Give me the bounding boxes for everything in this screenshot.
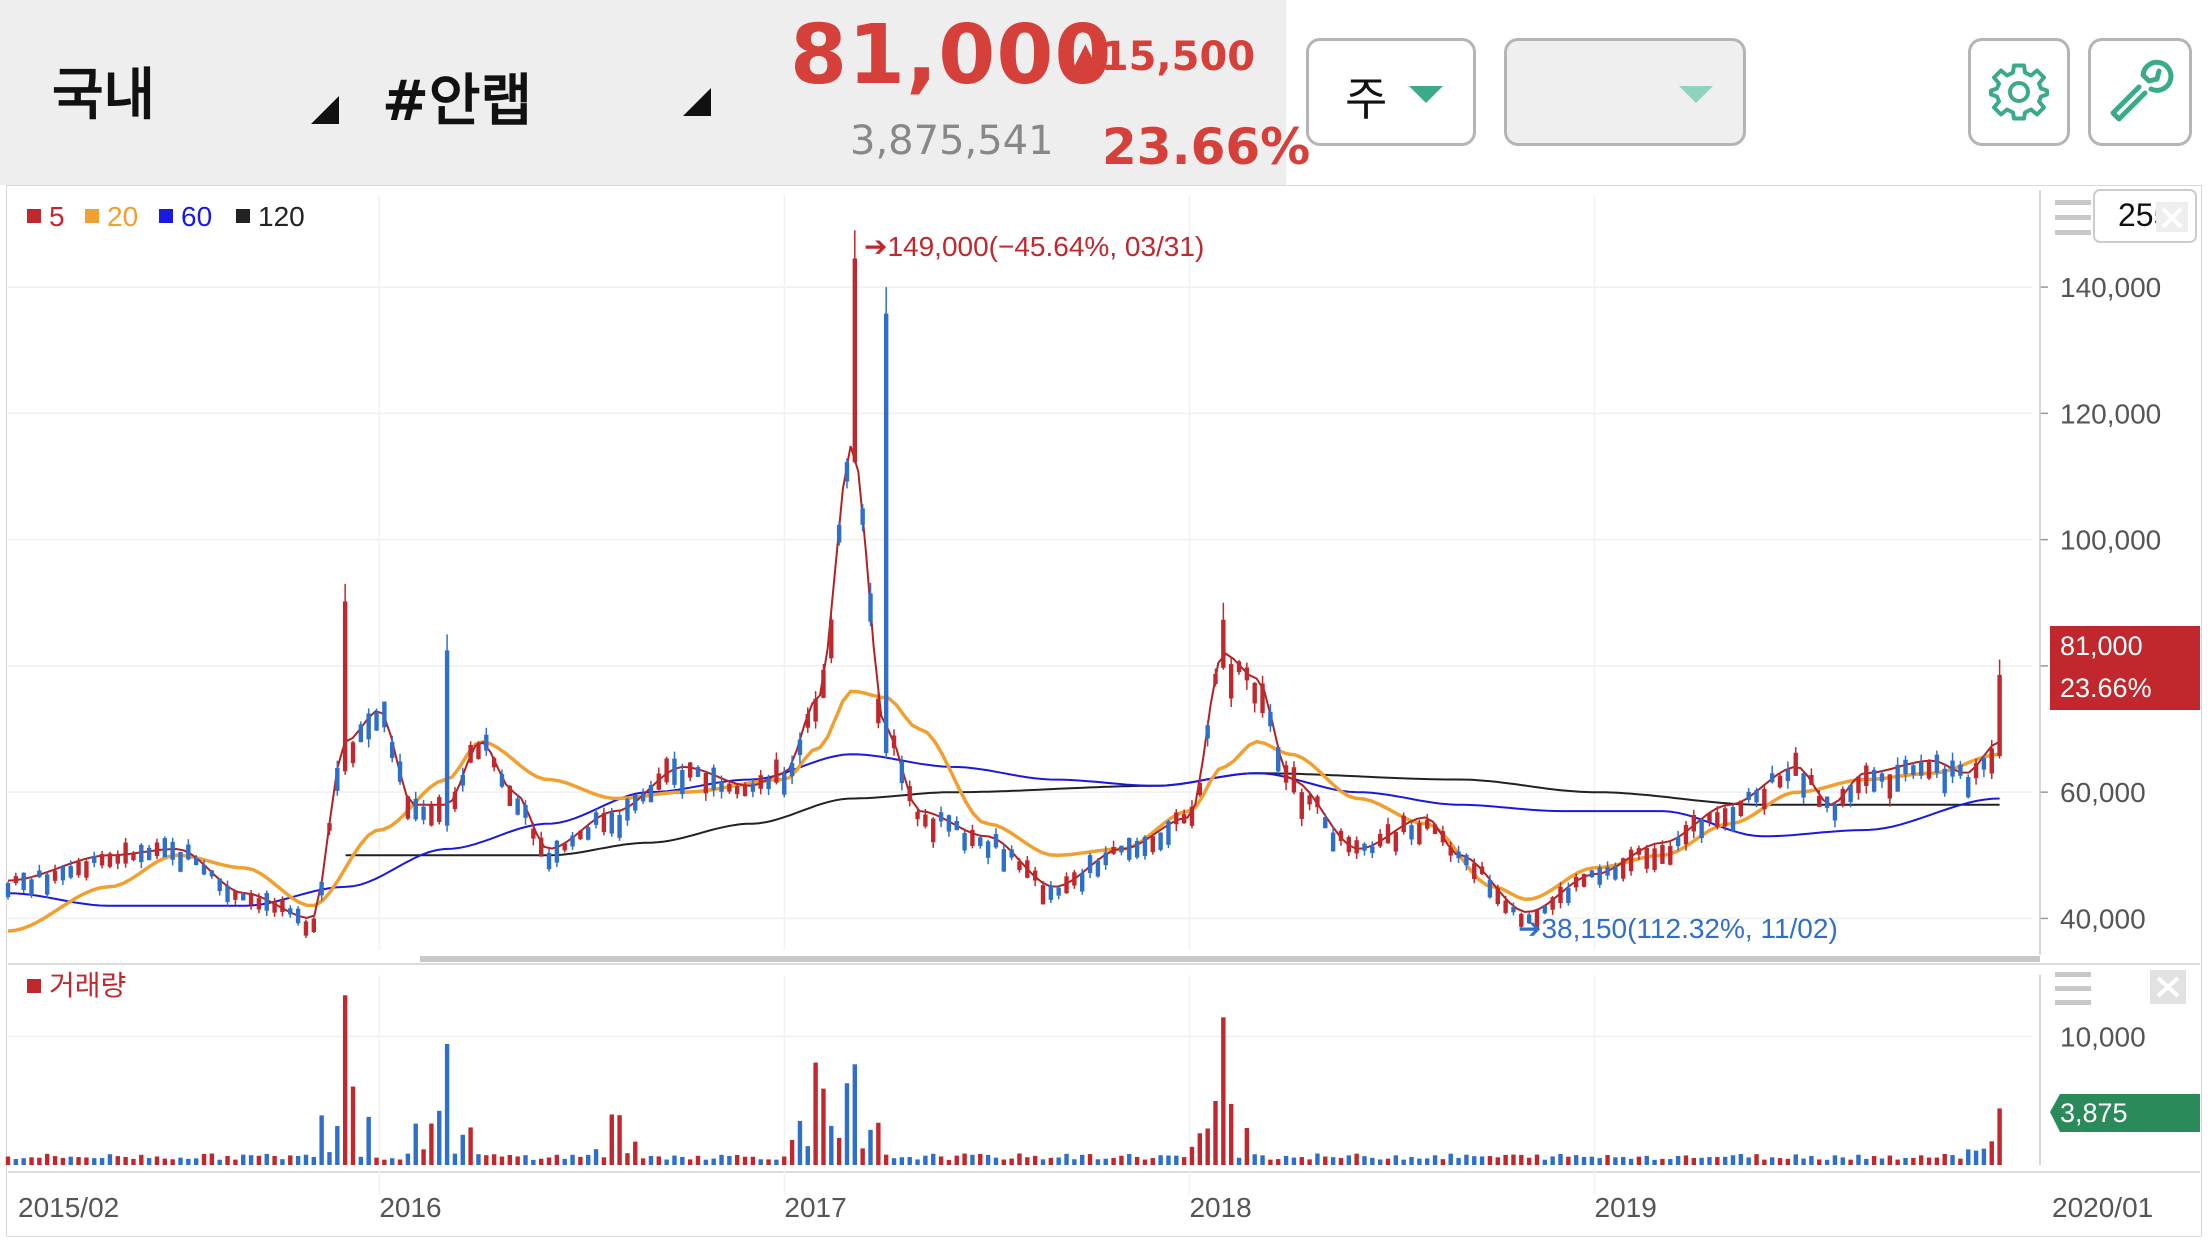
settings-button[interactable] [1968, 38, 2070, 146]
market-selector-label[interactable]: 국내 [52, 63, 156, 128]
price-change: ▲15,500 [1070, 34, 1256, 80]
stock-selector-arrow[interactable] [683, 88, 711, 116]
stock-selector-label[interactable]: #안랩 [382, 69, 532, 134]
trading-volume: 3,875,541 [850, 118, 1054, 164]
chevron-down-icon [1409, 86, 1443, 103]
secondary-dropdown[interactable] [1504, 38, 1746, 146]
current-price: 81,000 [790, 8, 1113, 103]
chart-frame [6, 185, 2202, 1237]
period-dropdown-label: 주 [1345, 72, 1388, 126]
period-dropdown[interactable]: 주 [1306, 38, 1476, 146]
chevron-down-icon [1679, 86, 1713, 103]
change-rate: 23.66% [1102, 118, 1311, 176]
header-bar: 국내 #안랩 81,000 ▲15,500 3,875,541 23.66% [0, 0, 1310, 185]
gear-icon [1989, 63, 2049, 121]
market-selector-arrow[interactable] [311, 96, 339, 124]
wrench-icon [2110, 59, 2174, 122]
tools-button[interactable] [2088, 38, 2192, 146]
